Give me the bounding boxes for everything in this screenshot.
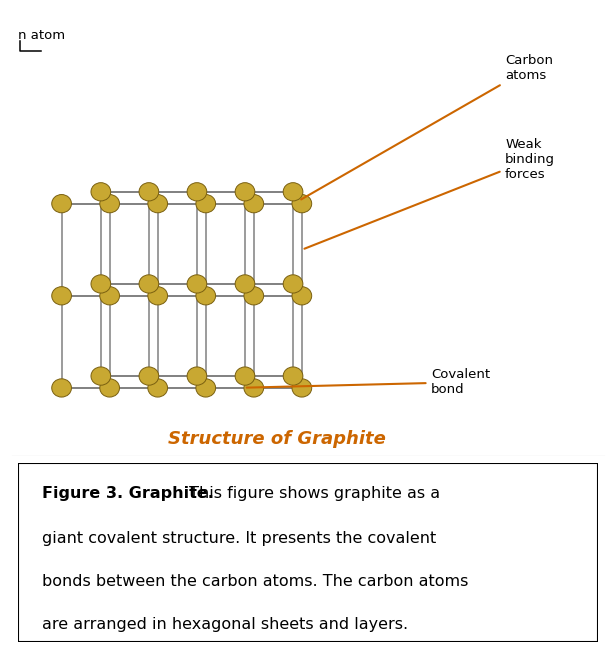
Circle shape — [283, 274, 303, 293]
Circle shape — [100, 379, 120, 397]
Circle shape — [187, 274, 207, 293]
Circle shape — [148, 287, 168, 305]
Circle shape — [52, 379, 71, 397]
Circle shape — [91, 274, 111, 293]
Circle shape — [235, 183, 255, 201]
Text: are arranged in hexagonal sheets and layers.: are arranged in hexagonal sheets and lay… — [42, 617, 408, 632]
Circle shape — [100, 194, 120, 213]
Circle shape — [235, 274, 255, 293]
Circle shape — [91, 183, 111, 201]
Text: Figure 3. Graphite.: Figure 3. Graphite. — [42, 486, 214, 501]
Circle shape — [283, 183, 303, 201]
Text: Covalent
bond: Covalent bond — [246, 368, 490, 396]
Circle shape — [100, 287, 120, 305]
Text: This figure shows graphite as a: This figure shows graphite as a — [184, 486, 440, 501]
Circle shape — [187, 183, 207, 201]
Circle shape — [292, 287, 312, 305]
Circle shape — [244, 287, 264, 305]
Circle shape — [235, 367, 255, 385]
Text: Weak
binding
forces: Weak binding forces — [304, 138, 555, 248]
Text: giant covalent structure. It presents the covalent: giant covalent structure. It presents th… — [42, 531, 436, 546]
Circle shape — [196, 194, 216, 213]
Text: bonds between the carbon atoms. The carbon atoms: bonds between the carbon atoms. The carb… — [42, 574, 468, 589]
Circle shape — [244, 379, 264, 397]
Text: n atom: n atom — [18, 29, 66, 42]
Circle shape — [148, 194, 168, 213]
Circle shape — [52, 194, 71, 213]
Circle shape — [244, 194, 264, 213]
Circle shape — [283, 367, 303, 385]
Circle shape — [292, 379, 312, 397]
Circle shape — [187, 367, 207, 385]
Circle shape — [52, 287, 71, 305]
Circle shape — [148, 379, 168, 397]
FancyBboxPatch shape — [18, 463, 598, 642]
Text: Carbon
atoms: Carbon atoms — [301, 55, 553, 200]
Circle shape — [91, 367, 111, 385]
Circle shape — [139, 183, 159, 201]
Circle shape — [196, 379, 216, 397]
Circle shape — [292, 194, 312, 213]
Circle shape — [139, 367, 159, 385]
Text: Structure of Graphite: Structure of Graphite — [168, 430, 386, 448]
Circle shape — [139, 274, 159, 293]
Circle shape — [196, 287, 216, 305]
